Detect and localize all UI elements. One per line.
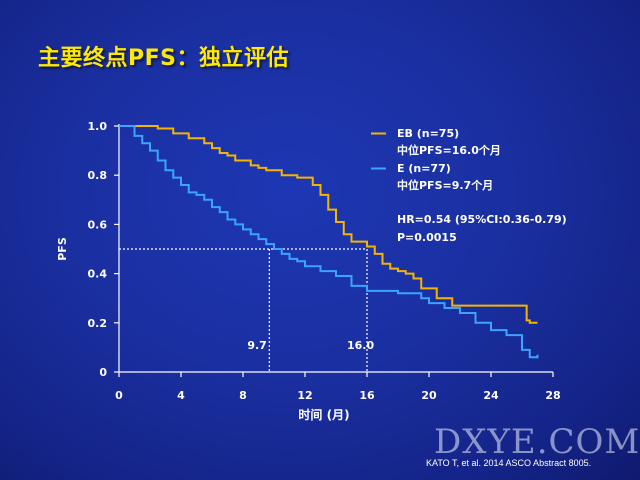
hazard-ratio-annotation: HR=0.54 (95%CI:0.36-0.79) bbox=[397, 213, 567, 226]
legend-median: 中位PFS=16.0个月 bbox=[397, 143, 501, 157]
y-tick-label: 1.0 bbox=[88, 120, 108, 133]
legend-series-name: E (n=77) bbox=[397, 162, 451, 175]
y-tick-label: 0 bbox=[99, 366, 107, 379]
x-tick-label: 8 bbox=[239, 389, 247, 402]
p-value-annotation: P=0.0015 bbox=[397, 231, 457, 244]
x-tick-label: 16 bbox=[359, 389, 375, 402]
y-tick-label: 0.8 bbox=[88, 169, 108, 182]
slide-title: 主要终点PFS：独立评估 bbox=[38, 46, 289, 71]
survival-curve-e bbox=[119, 125, 539, 359]
y-tick-label: 0.4 bbox=[88, 268, 108, 281]
survival-curves bbox=[119, 125, 539, 359]
x-tick-label: 0 bbox=[115, 389, 123, 402]
y-axis-label: PFS bbox=[56, 237, 69, 261]
y-tick-label: 0.6 bbox=[88, 218, 108, 231]
survival-curve-eb bbox=[119, 125, 538, 324]
y-tick-label: 0.2 bbox=[88, 317, 108, 330]
x-tick-label: 4 bbox=[177, 389, 185, 402]
legend-series-name: EB (n=75) bbox=[397, 127, 459, 140]
x-tick-label: 20 bbox=[421, 389, 437, 402]
watermark: DXYE.COM bbox=[434, 422, 640, 462]
median-label: 16.0 bbox=[347, 339, 374, 352]
x-tick-label: 12 bbox=[297, 389, 312, 402]
legend-median: 中位PFS=9.7个月 bbox=[397, 178, 493, 192]
x-tick-label: 24 bbox=[483, 389, 499, 402]
median-guides: 9.7 16.0 bbox=[119, 248, 374, 372]
chart-axes: 0 4 8 12 16 20 24 28 0 0.2 0.4 0.6 0.8 1.0 时间 (月) PFS bbox=[56, 120, 561, 422]
x-tick-label: 28 bbox=[545, 389, 560, 402]
x-axis-label: 时间 (月) bbox=[298, 407, 349, 422]
citation: KATO T, et al. 2014 ASCO Abstract 8005. bbox=[426, 458, 592, 468]
median-label: 9.7 bbox=[247, 339, 267, 352]
chart-legend: EB (n=75) 中位PFS=16.0个月 E (n=77) 中位PFS=9.7个月… bbox=[371, 127, 567, 244]
